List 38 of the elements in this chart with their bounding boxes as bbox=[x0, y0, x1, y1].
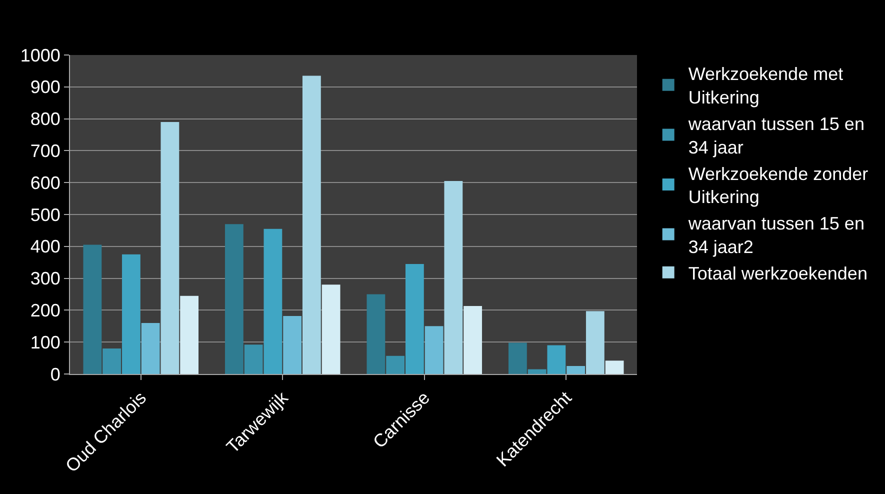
bar bbox=[322, 284, 340, 374]
y-tick-label: 400 bbox=[30, 236, 60, 257]
y-tick-label: 300 bbox=[30, 268, 60, 289]
bar bbox=[424, 326, 444, 374]
bar bbox=[528, 369, 546, 374]
bar bbox=[283, 316, 302, 374]
bar bbox=[464, 306, 482, 374]
bar bbox=[264, 228, 282, 374]
y-tick-label: 800 bbox=[30, 109, 60, 130]
bar bbox=[224, 224, 244, 374]
bar bbox=[160, 122, 180, 374]
y-tick-label: 600 bbox=[30, 172, 60, 193]
y-tick-label: 100 bbox=[30, 332, 60, 352]
y-tick-label: 500 bbox=[30, 204, 60, 225]
bar bbox=[302, 76, 321, 374]
y-tick-label: 1000 bbox=[20, 45, 60, 66]
bar bbox=[83, 244, 102, 374]
bar bbox=[122, 254, 140, 374]
bar bbox=[405, 264, 424, 374]
legend-label: waarvan tussen 15 en 34 jaar2 bbox=[687, 214, 864, 258]
legend-label: Totaal werkzoekenden bbox=[688, 263, 868, 284]
bar bbox=[547, 345, 566, 374]
legend-label: waarvan tussen 15 en 34 jaar bbox=[687, 114, 864, 158]
y-tick-label: 900 bbox=[30, 77, 60, 98]
bar bbox=[386, 356, 405, 374]
bar bbox=[244, 344, 263, 374]
bar bbox=[141, 322, 160, 374]
bar bbox=[586, 311, 604, 374]
y-tick-label: 700 bbox=[30, 141, 60, 161]
bar bbox=[566, 366, 586, 374]
y-tick-label: 0 bbox=[50, 364, 60, 384]
bar bbox=[605, 360, 624, 374]
bar bbox=[444, 181, 463, 374]
bar bbox=[102, 348, 122, 374]
y-tick-label: 200 bbox=[30, 300, 60, 320]
bar bbox=[180, 296, 199, 374]
bar bbox=[366, 294, 386, 374]
bar bbox=[508, 342, 527, 374]
